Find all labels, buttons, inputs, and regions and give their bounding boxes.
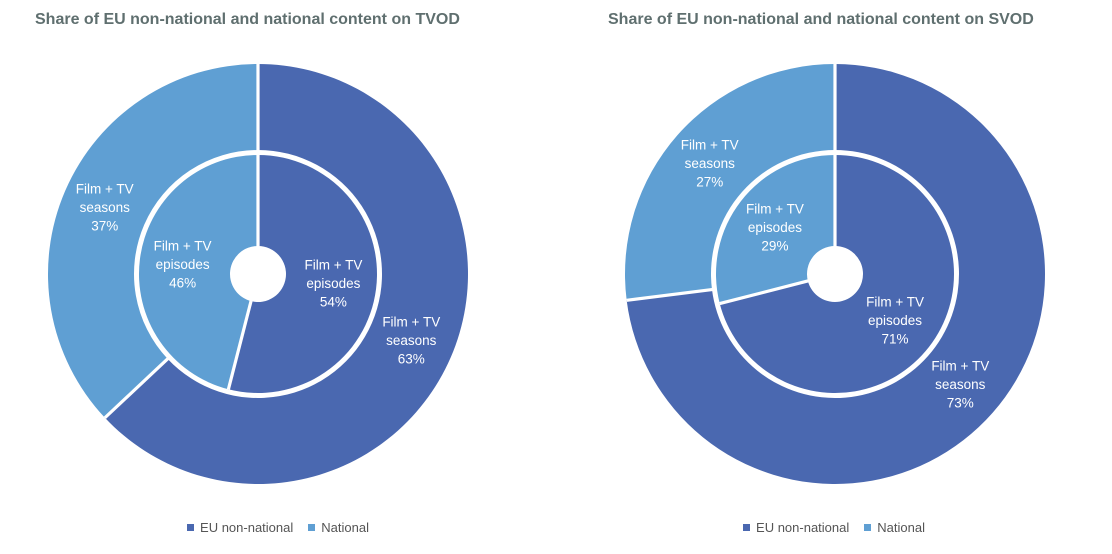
legend-swatch-eu-non-national-icon bbox=[187, 524, 195, 531]
chart-title-svod: Share of EU non-national and national co… bbox=[608, 11, 1034, 28]
legend-item-eu-non-national: EU non-national bbox=[743, 520, 849, 535]
donut-slice-outer-eu-non-national bbox=[626, 64, 1045, 484]
donut-slice-inner-national bbox=[716, 155, 835, 304]
legend-label: National bbox=[321, 520, 369, 535]
slice-label-inner-eu-non-national: Film + TV episodes 71% bbox=[866, 295, 924, 347]
donut-slice-outer-eu-non-national bbox=[104, 64, 468, 484]
donut-slice-inner-eu-non-national bbox=[228, 155, 377, 393]
legend-tvod: EU non-national National bbox=[0, 520, 556, 535]
donut-slice-inner-national bbox=[138, 155, 258, 390]
legend-label: National bbox=[877, 520, 925, 535]
legend-swatch-national-icon bbox=[308, 524, 316, 531]
legend-swatch-eu-non-national-icon bbox=[743, 524, 751, 531]
legend-label: EU non-national bbox=[756, 520, 850, 535]
chart-tvod: Share of EU non-national and national co… bbox=[0, 11, 556, 535]
legend-item-national: National bbox=[864, 520, 925, 535]
donut-slice-inner-eu-non-national bbox=[719, 155, 954, 394]
nested-donut-chart-tvod: Film + TV seasons 63% Film + TV seasons 37% Fi… bbox=[47, 64, 468, 484]
legend-svod: EU non-national National bbox=[556, 520, 1112, 535]
slice-label-outer-eu-non-national: Film + TV seasons 73% bbox=[931, 358, 989, 410]
slice-label-inner-eu-non-national: Film + TV episodes 54% bbox=[304, 258, 362, 310]
chart-svod: Share of EU non-national and national co… bbox=[556, 0, 1112, 554]
legend-swatch-national-icon bbox=[864, 524, 872, 531]
slice-label-inner-national: Film + TV episodes 46% bbox=[154, 238, 212, 290]
chart-title-tvod: Share of EU non-national and national co… bbox=[35, 11, 460, 28]
legend-label: EU non-national bbox=[200, 520, 294, 535]
slice-divider-line bbox=[719, 279, 810, 306]
slice-divider-line bbox=[103, 357, 170, 419]
slice-label-outer-national: Film + TV seasons 27% bbox=[681, 138, 739, 190]
donut-slice-outer-national bbox=[625, 64, 835, 301]
slice-divider-line bbox=[226, 299, 253, 390]
slice-label-inner-national: Film + TV episodes 29% bbox=[746, 201, 804, 253]
slice-label-outer-eu-non-national: Film + TV seasons 63% bbox=[382, 314, 440, 366]
legend-item-national: National bbox=[308, 520, 369, 535]
donut-slice-outer-national bbox=[47, 64, 259, 418]
slice-label-outer-national: Film + TV seasons 37% bbox=[76, 182, 134, 234]
nested-donut-chart-svod: Film + TV seasons 73%Film + TV seasons 27%Fi… bbox=[625, 64, 1045, 484]
slice-divider-line bbox=[626, 287, 714, 302]
legend-item-eu-non-national: EU non-national bbox=[187, 520, 293, 535]
